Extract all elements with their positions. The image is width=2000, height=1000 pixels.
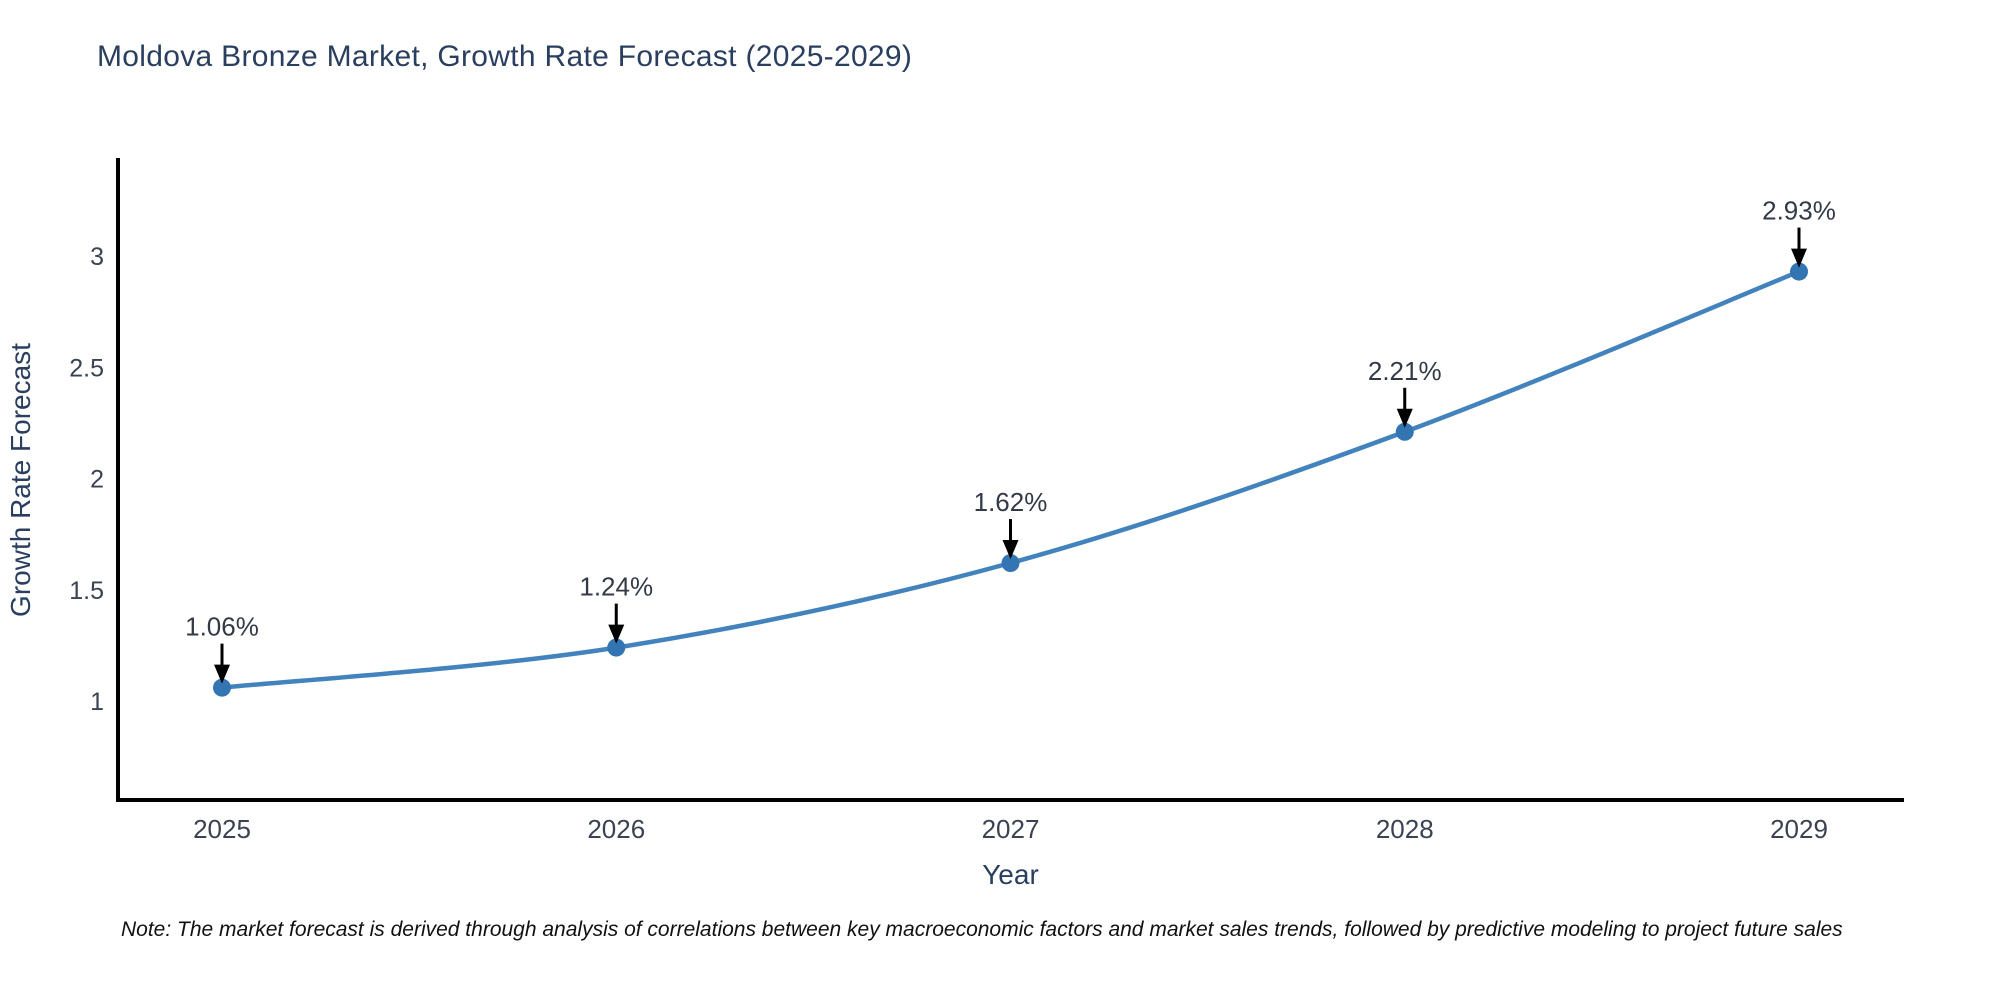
x-tick-label: 2029 <box>1770 814 1828 844</box>
point-value-label: 1.06% <box>185 612 259 642</box>
annotation-arrowhead <box>214 664 230 684</box>
y-tick-label: 2.5 <box>69 354 104 382</box>
forecast-line <box>219 269 1802 690</box>
annotation-arrowhead <box>1002 540 1019 560</box>
x-tick-label: 2028 <box>1376 814 1434 844</box>
point-value-label: 2.21% <box>1368 356 1442 386</box>
footnote: Note: The market forecast is derived thr… <box>121 918 1843 941</box>
point-value-label: 1.24% <box>579 572 653 602</box>
data-point-marker <box>213 678 231 697</box>
annotation-arrowhead <box>1396 408 1413 428</box>
y-tick-label: 1.5 <box>69 577 104 605</box>
x-tick-label: 2025 <box>193 814 251 844</box>
y-tick-label: 2 <box>90 466 104 494</box>
x-tick-label: 2027 <box>982 814 1040 844</box>
x-axis-title: Year <box>982 859 1039 890</box>
data-point-marker <box>1395 422 1414 441</box>
y-tick-label: 3 <box>90 243 104 271</box>
annotation-arrowhead <box>1791 248 1807 268</box>
y-axis-title: Growth Rate Forecast <box>5 343 36 617</box>
point-value-label: 2.93% <box>1762 196 1836 226</box>
data-point-marker <box>1001 554 1020 573</box>
x-tick-label: 2026 <box>587 814 645 844</box>
y-tick-label: 1 <box>90 688 104 716</box>
data-point-marker <box>1790 262 1808 281</box>
data-point-marker <box>607 638 626 657</box>
point-value-label: 1.62% <box>974 487 1048 517</box>
annotation-arrowhead <box>608 624 625 644</box>
chart-title: Moldova Bronze Market, Growth Rate Forec… <box>97 40 913 73</box>
